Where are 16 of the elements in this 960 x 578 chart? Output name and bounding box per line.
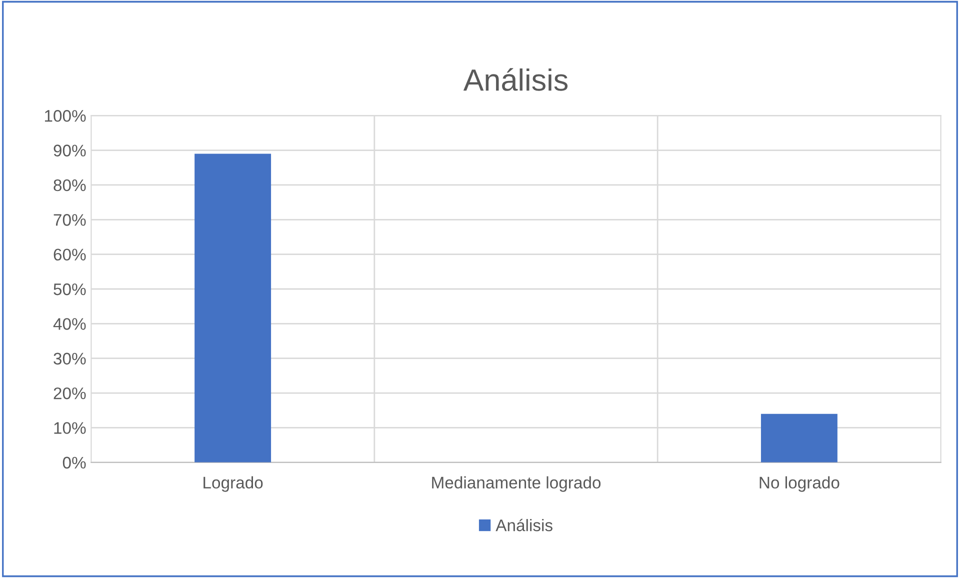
y-tick-label: 0% — [62, 456, 86, 469]
y-tick-label: 10% — [54, 422, 86, 434]
y-tick-label: 20% — [54, 387, 86, 400]
y-tick-label: 90% — [54, 144, 86, 156]
y-tick-label: 70% — [54, 214, 86, 226]
x-tick-label: No logrado — [760, 476, 840, 492]
y-tick-label: 100% — [44, 110, 86, 122]
y-tick-label: 80% — [54, 179, 86, 192]
y-tick-label: 40% — [53, 318, 86, 330]
x-tick-label: Medianamente logrado — [432, 476, 601, 492]
chart-title: Análisis — [463, 68, 568, 91]
y-tick-label: 50% — [54, 283, 86, 296]
x-tick-label: Logrado — [204, 476, 263, 492]
y-tick-label: 60% — [54, 248, 86, 261]
y-tick-label: 30% — [54, 352, 86, 365]
legend-label: Análisis — [496, 518, 552, 532]
